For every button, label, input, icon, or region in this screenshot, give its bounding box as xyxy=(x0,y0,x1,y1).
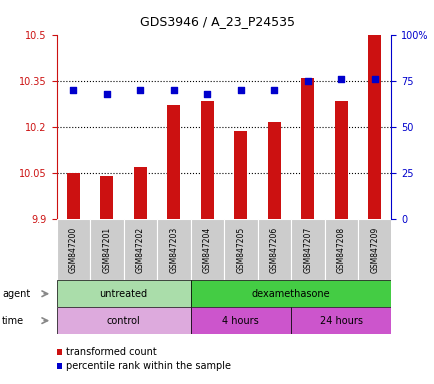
Text: percentile rank within the sample: percentile rank within the sample xyxy=(66,361,230,371)
Bar xyxy=(300,78,314,219)
Bar xyxy=(56,280,190,307)
Point xyxy=(103,91,110,97)
Bar xyxy=(190,219,224,280)
Bar xyxy=(290,219,324,280)
Text: GSM847202: GSM847202 xyxy=(135,227,145,273)
Bar xyxy=(56,219,90,280)
Text: GSM847206: GSM847206 xyxy=(269,227,278,273)
Point xyxy=(70,87,77,93)
Bar xyxy=(100,176,113,219)
Text: control: control xyxy=(106,316,140,326)
Text: 4 hours: 4 hours xyxy=(222,316,259,326)
Bar xyxy=(324,219,357,280)
Point xyxy=(337,76,344,82)
Text: GSM847209: GSM847209 xyxy=(369,227,378,273)
Text: GDS3946 / A_23_P24535: GDS3946 / A_23_P24535 xyxy=(140,15,294,28)
Text: 24 hours: 24 hours xyxy=(319,316,362,326)
Bar xyxy=(66,173,80,219)
Bar xyxy=(167,105,180,219)
Text: GSM847201: GSM847201 xyxy=(102,227,111,273)
Bar xyxy=(190,307,290,334)
Bar xyxy=(357,219,391,280)
Text: time: time xyxy=(2,316,24,326)
Text: transformed count: transformed count xyxy=(66,347,156,357)
Bar xyxy=(290,307,391,334)
Bar xyxy=(56,349,62,355)
Point xyxy=(270,87,277,93)
Bar xyxy=(257,219,290,280)
Bar xyxy=(367,35,381,219)
Bar xyxy=(200,101,214,219)
Text: untreated: untreated xyxy=(99,289,147,299)
Text: GSM847204: GSM847204 xyxy=(202,227,211,273)
Bar xyxy=(267,122,280,219)
Text: GSM847200: GSM847200 xyxy=(69,227,78,273)
Bar xyxy=(334,101,347,219)
Bar xyxy=(224,219,257,280)
Bar xyxy=(190,280,391,307)
Bar xyxy=(133,167,147,219)
Point xyxy=(170,87,177,93)
Bar xyxy=(157,219,190,280)
Point xyxy=(237,87,244,93)
Bar xyxy=(90,219,123,280)
Text: agent: agent xyxy=(2,289,30,299)
Text: GSM847203: GSM847203 xyxy=(169,227,178,273)
Point xyxy=(371,76,378,82)
Text: GSM847207: GSM847207 xyxy=(302,227,312,273)
Bar xyxy=(56,363,62,369)
Bar xyxy=(233,131,247,219)
Text: GSM847205: GSM847205 xyxy=(236,227,245,273)
Point xyxy=(304,78,311,84)
Text: dexamethasone: dexamethasone xyxy=(251,289,329,299)
Bar xyxy=(123,219,157,280)
Bar xyxy=(56,307,190,334)
Text: GSM847208: GSM847208 xyxy=(336,227,345,273)
Point xyxy=(137,87,144,93)
Point xyxy=(203,91,210,97)
